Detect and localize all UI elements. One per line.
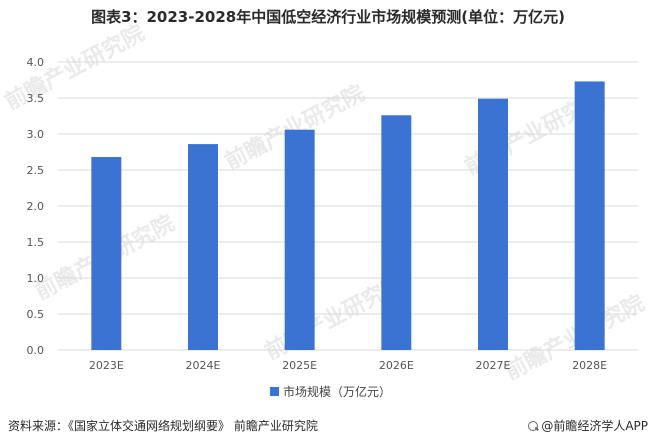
x-axis-ticks: 2023E 2024E 2025E 2026E 2027E 2028E — [89, 359, 607, 372]
y-tick-label: 0.0 — [27, 344, 45, 357]
y-tick-label: 1.0 — [27, 272, 45, 285]
chart-title: 图表3：2023-2028年中国低空经济行业市场规模预测(单位：万亿元) — [91, 8, 565, 26]
source-note: 资料来源：《国家立体交通网络规划纲要》 前瞻产业研究院 — [8, 419, 318, 433]
x-tick-label: 2024E — [186, 359, 221, 372]
y-axis-ticks: 0.0 0.5 1.0 1.5 2.0 2.5 3.0 3.5 4.0 — [27, 56, 45, 357]
x-tick-label: 2027E — [476, 359, 511, 372]
bar — [381, 115, 412, 350]
brand-logo-icon — [528, 420, 539, 431]
y-tick-label: 2.5 — [27, 164, 45, 177]
bar — [91, 157, 122, 350]
y-tick-label: 4.0 — [27, 56, 45, 69]
brand-label: @前瞻经济学人APP — [541, 419, 648, 433]
x-tick-label: 2028E — [572, 359, 607, 372]
brand-credit: @前瞻经济学人APP — [528, 417, 648, 434]
legend-label: 市场规模（万亿元） — [283, 384, 391, 399]
x-tick-label: 2026E — [379, 359, 414, 372]
legend: 市场规模（万亿元） — [270, 384, 391, 399]
bar — [574, 81, 605, 350]
y-tick-label: 0.5 — [27, 308, 45, 321]
y-tick-label: 1.5 — [27, 236, 45, 249]
bar — [188, 144, 218, 350]
legend-swatch — [270, 387, 279, 396]
bar — [284, 129, 315, 350]
gridlines — [58, 61, 638, 351]
x-tick-label: 2025E — [282, 359, 317, 372]
bars — [91, 81, 605, 350]
x-tick-label: 2023E — [89, 359, 124, 372]
watermark-text: 前瞻产业研究院 — [1, 20, 149, 115]
bar — [478, 98, 508, 350]
y-tick-label: 2.0 — [27, 200, 45, 213]
y-tick-label: 3.0 — [27, 128, 45, 141]
y-tick-label: 3.5 — [27, 92, 45, 105]
